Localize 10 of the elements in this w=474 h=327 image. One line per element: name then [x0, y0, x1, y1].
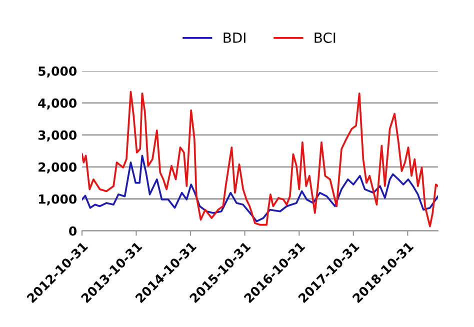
y-tick-label: 1,000: [39, 194, 77, 206]
legend-label: BCI: [314, 32, 336, 43]
y-tick-label: 2,000: [38, 162, 77, 174]
y-tick-label: 5,000: [38, 66, 77, 78]
y-tick-label: 0: [69, 226, 77, 236]
y-tick-label: 3,000: [38, 130, 77, 142]
y-tick-label: 4,000: [38, 98, 77, 110]
legend-label: BDI: [224, 32, 246, 43]
line-series: [82, 90, 438, 228]
line-series: [82, 154, 438, 222]
